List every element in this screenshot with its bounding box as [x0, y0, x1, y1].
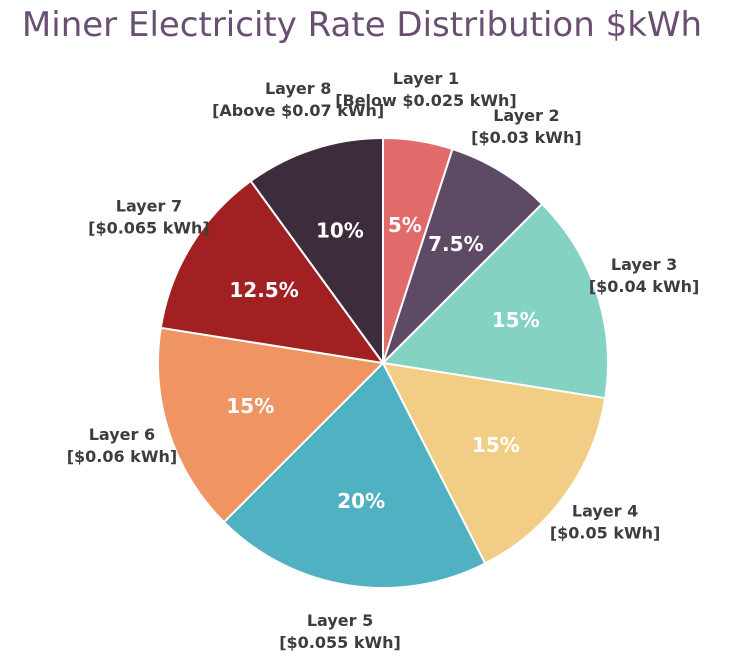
value-label-layer-8: 10%	[316, 218, 364, 242]
slice-layer-2	[382, 147, 544, 364]
slice-layer-4	[381, 361, 607, 565]
slice-layer-6	[157, 326, 386, 524]
value-label-layer-7: 12.5%	[229, 278, 298, 302]
chart-title: Miner Electricity Rate Distribution $kWh	[22, 5, 702, 45]
slice-layer-3	[380, 202, 609, 400]
category-label-layer-2: Layer 2 [$0.03 kWh]	[471, 106, 581, 147]
value-label-layer-5: 20%	[337, 489, 385, 513]
category-label-layer-3: Layer 3 [$0.04 kWh]	[589, 255, 699, 296]
category-label-layer-1: Layer 1 [Below $0.025 kWh]	[335, 69, 517, 110]
category-label-layer-8: Layer 8 [Above $0.07 kWh]	[212, 79, 384, 120]
value-label-layer-4: 15%	[472, 433, 520, 457]
slice-layer-5	[222, 361, 487, 589]
pie-slices	[157, 136, 609, 589]
value-label-layer-1: 5%	[388, 213, 422, 237]
category-label-layer-7: Layer 7 [$0.065 kWh]	[88, 197, 210, 238]
value-label-layer-6: 15%	[226, 394, 274, 418]
value-label-layer-2: 7.5%	[428, 232, 483, 256]
percentage-labels: 5%7.5% 15% 15% 20% 15% 12.5% 10%	[226, 213, 539, 513]
value-label-layer-3: 15%	[492, 308, 540, 332]
slice-layer-8	[249, 136, 384, 367]
category-label-layer-5: Layer 5 [$0.055 kWh]	[279, 611, 401, 652]
category-labels: Layer 1 [Below $0.025 kWh]Layer 2 [$0.03 k…	[67, 69, 700, 652]
category-label-layer-4: Layer 4 [$0.05 kWh]	[550, 501, 660, 542]
category-label-layer-6: Layer 6 [$0.06 kWh]	[67, 425, 177, 466]
slice-layer-7	[159, 179, 386, 365]
